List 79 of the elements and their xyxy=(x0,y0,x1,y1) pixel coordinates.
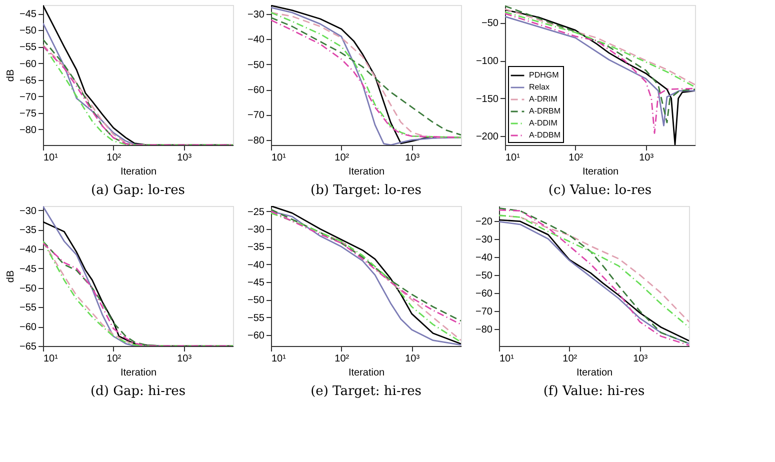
y-tick-label: −35 xyxy=(248,242,265,254)
y-tick-label: −50 xyxy=(482,18,499,30)
text: (e) Target: hi-res xyxy=(310,384,422,399)
legend-label: A-DDBM xyxy=(529,130,561,140)
y-tick-label: −80 xyxy=(20,124,37,136)
y-tick-label: −45 xyxy=(20,9,37,20)
x-tick-label: 10² xyxy=(568,152,584,164)
y-tick-label: −50 xyxy=(248,295,265,306)
x-tick-label: 10² xyxy=(106,354,122,364)
x-axis-title: Iteration xyxy=(120,368,157,378)
legend-label: A-DRIM xyxy=(529,94,558,104)
y-tick-label: −60 xyxy=(20,58,37,70)
y-tick-label: −20 xyxy=(476,216,493,228)
y-tick-label: −30 xyxy=(248,9,265,20)
x-tick-label: 10³ xyxy=(633,354,648,364)
y-tick-label: −65 xyxy=(20,75,37,86)
x-tick-label: 10³ xyxy=(177,152,192,164)
text: (c) Value: lo-res xyxy=(548,183,652,198)
x-tick-label: 10³ xyxy=(177,354,192,364)
y-tick-label: −50 xyxy=(20,283,37,294)
y-tick-label: −60 xyxy=(20,322,37,334)
x-tick-label: 10³ xyxy=(639,152,654,164)
y-tick-label: −40 xyxy=(20,244,37,256)
text: (b) Target: lo-res xyxy=(310,183,422,198)
text: (f) Value: hi-res xyxy=(543,384,645,399)
y-tick-label: −30 xyxy=(476,234,493,246)
y-tick-label: −40 xyxy=(476,252,493,264)
text: (a) Gap: lo-res xyxy=(91,183,185,198)
y-axis-title: dB xyxy=(6,69,17,82)
legend-label: PDHGM xyxy=(529,70,560,80)
y-tick-label: −45 xyxy=(248,278,265,289)
y-tick-label: −150 xyxy=(476,94,499,105)
legend-label: Relax xyxy=(529,82,550,92)
x-tick-label: 10³ xyxy=(405,354,420,364)
x-tick-label: 10³ xyxy=(405,152,420,164)
y-tick-label: −45 xyxy=(20,264,37,275)
y-tick-label: −30 xyxy=(248,224,265,236)
y-tick-label: −25 xyxy=(248,206,265,218)
x-axis-title: Iteration xyxy=(576,368,613,378)
y-tick-label: −55 xyxy=(248,312,265,324)
y-tick-label: −50 xyxy=(20,26,37,37)
y-tick-label: −70 xyxy=(248,110,265,122)
y-tick-label: −40 xyxy=(248,34,265,46)
y-tick-label: −60 xyxy=(476,288,493,300)
y-tick-label: −200 xyxy=(476,132,499,143)
y-tick-label: −55 xyxy=(20,42,37,54)
x-tick-label: 10¹ xyxy=(44,354,59,364)
text: (d) Gap: hi-res xyxy=(90,384,186,399)
y-tick-label: −80 xyxy=(248,135,265,146)
x-axis-title: Iteration xyxy=(582,166,619,178)
x-tick-label: 10² xyxy=(334,354,350,364)
y-tick-label: −60 xyxy=(248,330,265,342)
x-tick-label: 10¹ xyxy=(272,152,287,164)
y-tick-label: −80 xyxy=(476,324,493,336)
x-tick-label: 10¹ xyxy=(44,152,59,164)
y-tick-label: −55 xyxy=(20,302,37,314)
x-tick-label: 10¹ xyxy=(500,354,515,364)
x-tick-label: 10² xyxy=(562,354,578,364)
y-tick-label: −100 xyxy=(476,56,499,67)
y-tick-label: −70 xyxy=(20,92,37,103)
x-tick-label: 10² xyxy=(334,152,350,164)
y-tick-label: −60 xyxy=(248,85,265,96)
y-tick-label: −70 xyxy=(476,306,493,318)
x-tick-label: 10² xyxy=(106,152,122,164)
x-axis-title: Iteration xyxy=(348,166,385,178)
y-tick-label: −50 xyxy=(248,60,265,71)
x-axis-title: Iteration xyxy=(348,368,385,378)
x-tick-label: 10¹ xyxy=(272,354,287,364)
y-tick-label: −65 xyxy=(20,342,37,352)
legend-label: A-DDIM xyxy=(529,118,558,128)
y-tick-label: −30 xyxy=(20,206,37,217)
x-tick-label: 10¹ xyxy=(506,152,521,164)
y-axis-title: dB xyxy=(6,270,17,283)
y-tick-label: −75 xyxy=(20,108,37,120)
y-tick-label: −50 xyxy=(476,270,493,282)
x-axis-title: Iteration xyxy=(120,166,157,178)
legend-label: A-DRBM xyxy=(529,106,561,116)
y-tick-label: −40 xyxy=(248,260,265,271)
y-tick-label: −35 xyxy=(20,225,37,236)
